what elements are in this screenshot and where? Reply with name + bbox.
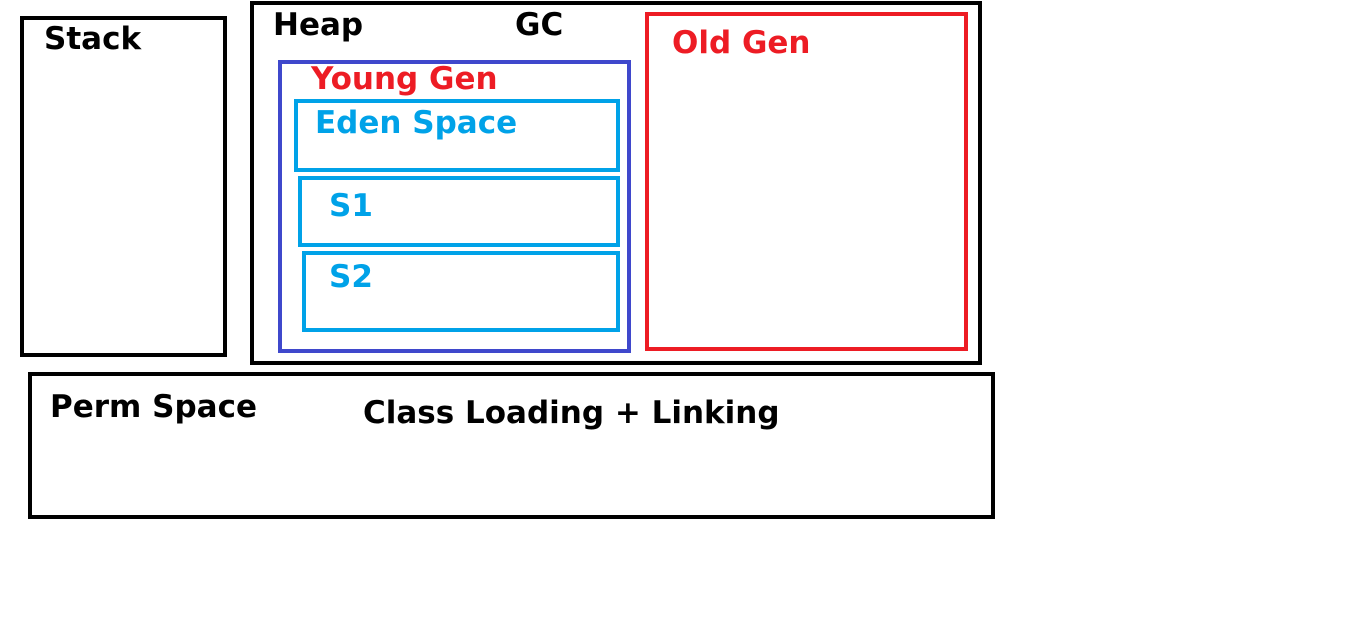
heap-label: Heap: [273, 7, 364, 43]
gc-label: GC: [515, 7, 564, 43]
survivor-s2-label: S2: [329, 259, 373, 295]
eden-space-label: Eden Space: [315, 105, 518, 141]
old-gen-box: [645, 12, 968, 351]
young-gen-label: Young Gen: [311, 61, 498, 97]
class-loading-label: Class Loading + Linking: [363, 395, 780, 431]
stack-label: Stack: [44, 21, 142, 57]
old-gen-label: Old Gen: [672, 25, 811, 61]
survivor-s2-box: [302, 251, 620, 332]
survivor-s1-label: S1: [329, 188, 373, 224]
stack-box: [20, 16, 227, 357]
survivor-s1-box: [298, 176, 620, 247]
heap-box: [250, 1, 982, 365]
perm-space-label: Perm Space: [50, 389, 257, 425]
perm-space-box: [28, 372, 995, 519]
young-gen-box: [278, 60, 631, 353]
eden-space-box: [294, 99, 620, 172]
